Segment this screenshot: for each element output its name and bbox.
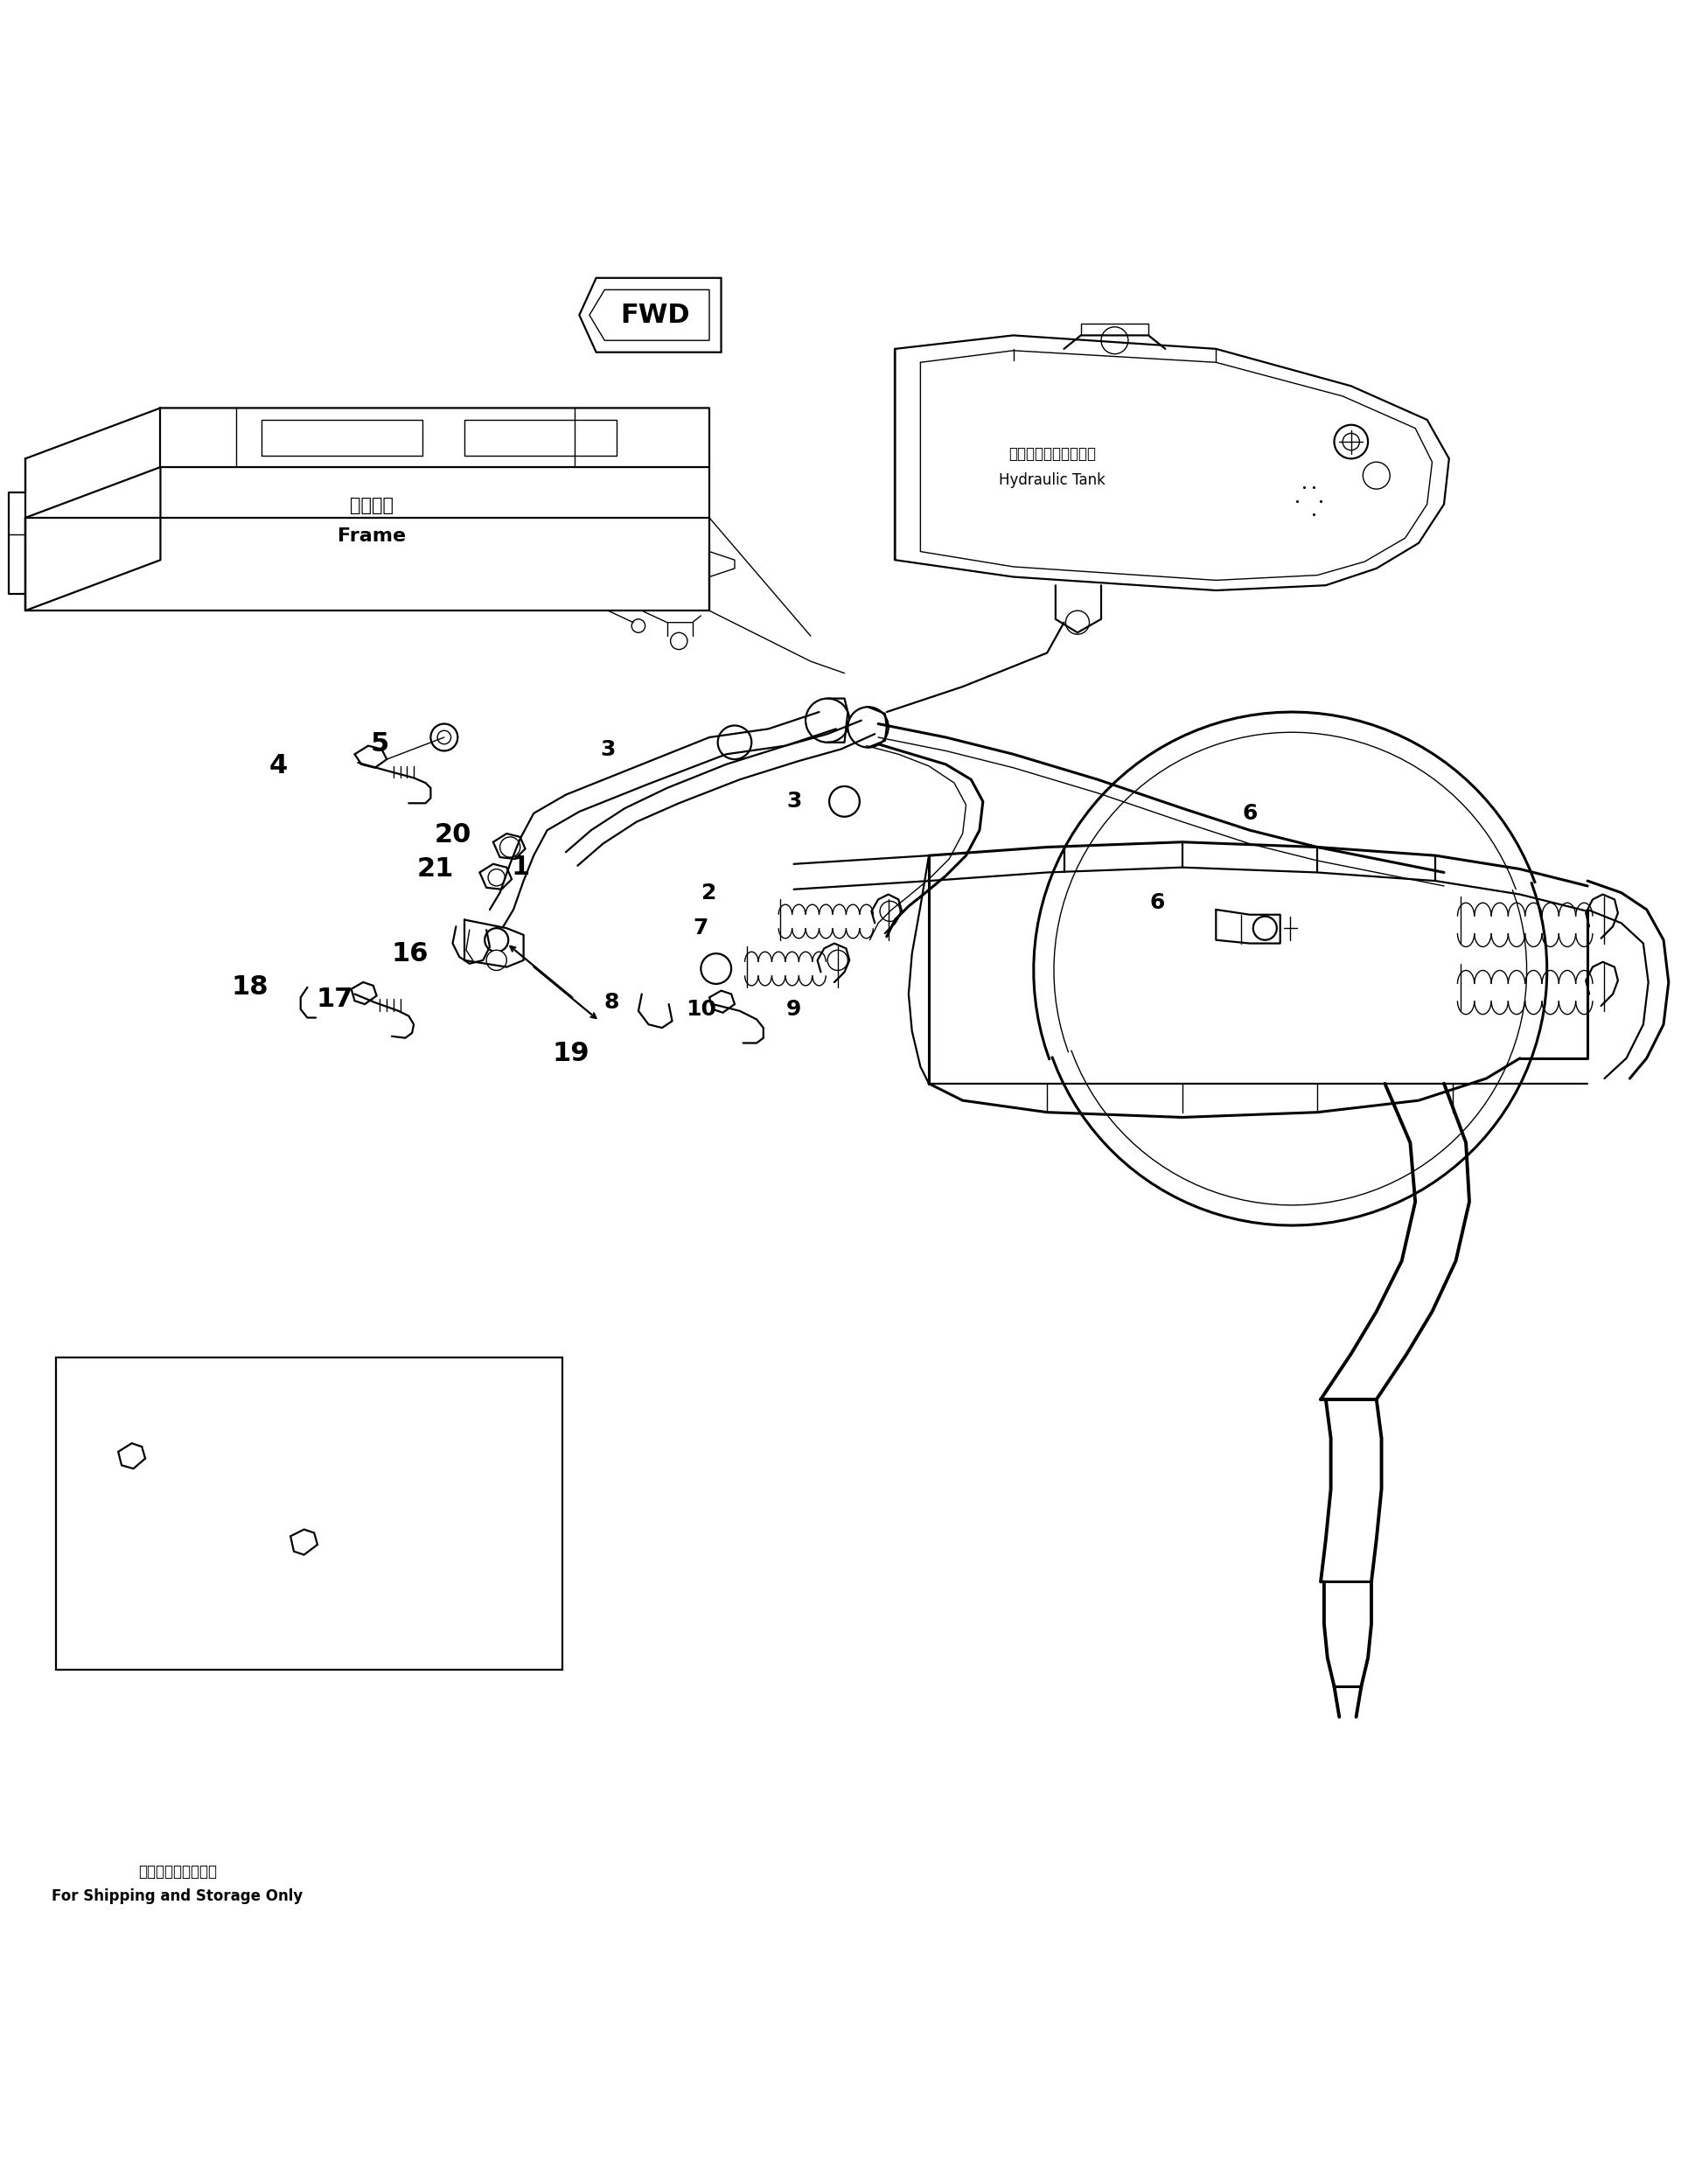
Text: 14: 14 [353, 1568, 383, 1590]
Circle shape [879, 902, 900, 922]
Text: Frame: Frame [338, 529, 405, 546]
Text: 18: 18 [231, 974, 268, 1000]
Text: 13: 13 [370, 1441, 400, 1463]
Circle shape [1342, 432, 1359, 450]
Text: 19: 19 [552, 1040, 589, 1066]
Text: 10: 10 [685, 998, 716, 1020]
Circle shape [484, 928, 508, 952]
Text: 11: 11 [277, 1465, 307, 1485]
Text: For Shipping and Storage Only: For Shipping and Storage Only [52, 1887, 302, 1904]
Circle shape [235, 1457, 255, 1476]
Circle shape [437, 732, 451, 745]
Text: 9: 9 [787, 998, 800, 1020]
Circle shape [1252, 917, 1276, 939]
Text: 16: 16 [392, 941, 429, 965]
Circle shape [717, 725, 751, 760]
Text: 20: 20 [434, 823, 471, 847]
Circle shape [829, 786, 859, 817]
Text: FWD: FWD [619, 301, 690, 328]
Text: 12: 12 [209, 1450, 240, 1470]
Circle shape [805, 699, 849, 743]
Text: 13: 13 [167, 1542, 197, 1562]
Text: 6: 6 [1150, 893, 1163, 913]
Circle shape [847, 708, 888, 747]
Text: 4: 4 [268, 753, 289, 780]
Text: ハイドロリックタンク: ハイドロリックタンク [1008, 446, 1096, 461]
Text: 15: 15 [268, 1557, 299, 1579]
Circle shape [225, 1446, 265, 1487]
Circle shape [1362, 463, 1389, 489]
Circle shape [701, 954, 731, 985]
Text: 5: 5 [370, 732, 390, 758]
Text: 3: 3 [601, 738, 614, 760]
Text: 6: 6 [1242, 804, 1256, 823]
Circle shape [1101, 328, 1128, 354]
Circle shape [827, 950, 847, 970]
Circle shape [1065, 612, 1089, 633]
Text: 1: 1 [510, 854, 530, 880]
Circle shape [500, 836, 520, 858]
Text: 3: 3 [787, 791, 800, 812]
Text: 21: 21 [417, 856, 454, 882]
Circle shape [670, 633, 687, 649]
Text: フレーム: フレーム [349, 498, 393, 515]
Text: 輸送及び保管用部品: 輸送及び保管用部品 [138, 1865, 216, 1880]
Circle shape [430, 723, 457, 751]
Text: 17: 17 [316, 987, 353, 1011]
Text: 7: 7 [694, 917, 707, 939]
Circle shape [631, 618, 645, 633]
Circle shape [486, 950, 506, 970]
Text: Hydraulic Tank: Hydraulic Tank [998, 472, 1106, 489]
Bar [56, 1356, 562, 1669]
Text: 2: 2 [702, 882, 716, 904]
Circle shape [1334, 426, 1367, 459]
Text: 8: 8 [604, 992, 618, 1013]
Circle shape [488, 869, 505, 887]
